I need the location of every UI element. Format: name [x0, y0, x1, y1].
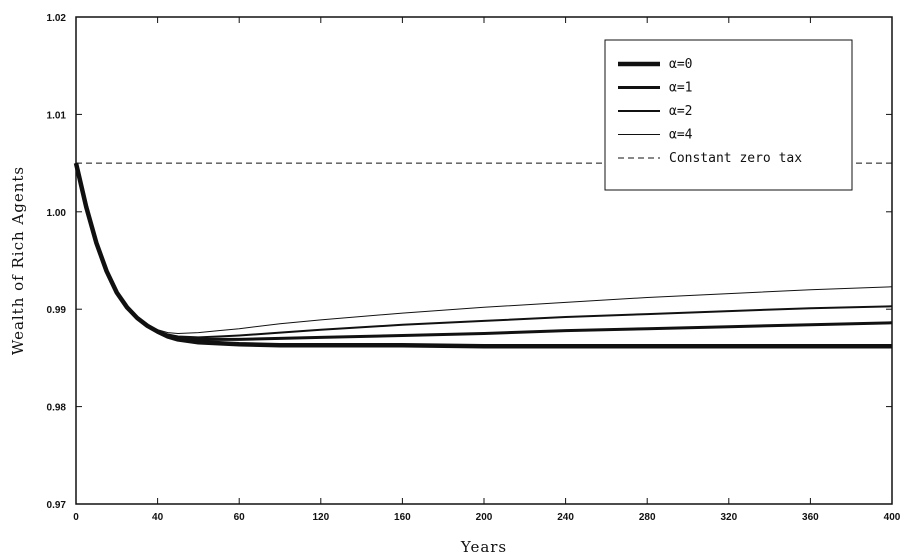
x-tick-label: 400	[884, 512, 901, 523]
x-axis-title: Years	[460, 538, 507, 556]
x-tick-label: 120	[312, 512, 329, 523]
y-tick-label: 0.97	[47, 500, 67, 511]
x-tick-label: 280	[639, 512, 656, 523]
series-line	[75, 162, 893, 334]
series-line	[73, 162, 892, 349]
x-tick-label: 0	[73, 512, 79, 523]
x-tick-label: 240	[557, 512, 574, 523]
legend-label: α=4	[669, 128, 693, 143]
legend: α=0 α=1 α=2 α=4 Constant zero tax	[604, 39, 853, 191]
x-tick-label: 40	[152, 512, 164, 523]
legend-label: Constant zero tax	[669, 151, 802, 166]
y-axis-title: Wealth of Rich Agents	[9, 166, 27, 355]
y-axis: 0.97 0.98 0.99 1.00 1.01 1.02	[47, 13, 892, 511]
legend-label: α=0	[669, 57, 692, 72]
x-tick-label: 320	[720, 512, 737, 523]
legend-label: α=1	[669, 81, 692, 96]
x-tick-label: 200	[476, 512, 493, 523]
x-tick-label: 60	[234, 512, 246, 523]
y-tick-label: 1.01	[47, 110, 67, 121]
legend-label: α=2	[669, 104, 692, 119]
x-tick-label: 160	[394, 512, 411, 523]
x-axis: 0 40 60 120 160 200 240 280 320 360 400	[73, 17, 901, 523]
x-tick-label: 360	[802, 512, 819, 523]
y-tick-label: 1.02	[47, 13, 67, 24]
y-tick-label: 0.98	[47, 403, 67, 414]
series-layer	[73, 162, 893, 349]
y-tick-label: 0.99	[47, 305, 67, 316]
y-tick-label: 1.00	[47, 208, 67, 219]
